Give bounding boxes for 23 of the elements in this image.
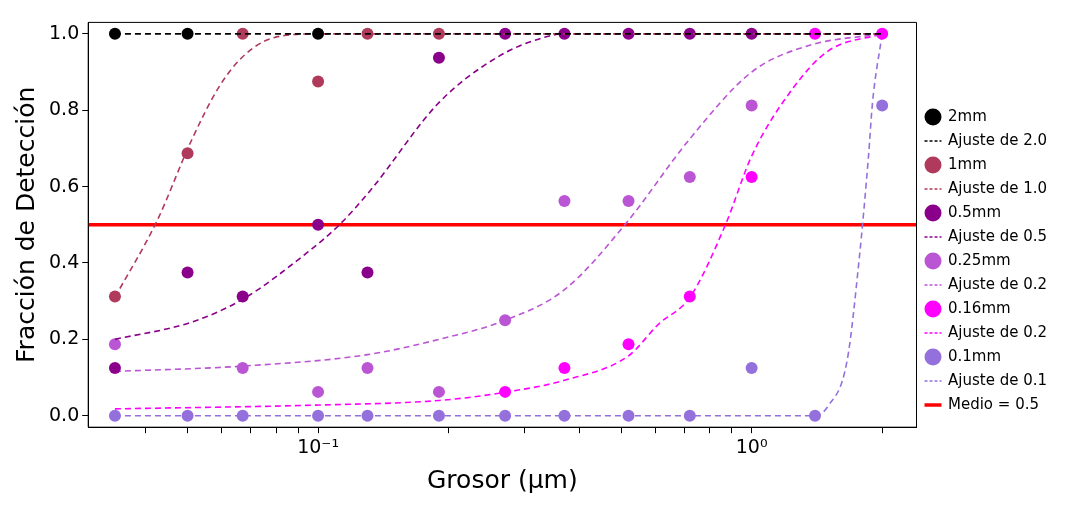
legend-label: 1mm bbox=[948, 154, 987, 173]
legend-label: Ajuste de 1.0 bbox=[948, 178, 1048, 197]
legend-label: 2mm bbox=[948, 106, 987, 125]
legend-label: 0.16mm bbox=[948, 298, 1011, 317]
legend-label: Medio = 0.5 bbox=[948, 394, 1039, 413]
y-tick-label: 1.0 bbox=[49, 20, 80, 43]
legend-label: Ajuste de 2.0 bbox=[948, 130, 1048, 149]
legend-label: 0.1mm bbox=[948, 346, 1002, 365]
legend-label: 0.25mm bbox=[948, 250, 1011, 269]
legend-label: Ajuste de 0.2 bbox=[948, 274, 1048, 293]
y-tick-label: 0.0 bbox=[49, 402, 80, 425]
legend-label: 0.5mm bbox=[948, 202, 1002, 221]
x-tick-label: 10⁻¹ bbox=[297, 434, 339, 457]
y-tick-label: 0.4 bbox=[49, 249, 80, 272]
legend-label: Ajuste de 0.5 bbox=[948, 226, 1048, 245]
y-tick-label: 0.6 bbox=[49, 173, 80, 196]
x-tick-label: 10⁰ bbox=[735, 434, 768, 457]
x-axis-title: Grosor (µm) bbox=[427, 464, 578, 494]
legend-label: Ajuste de 0.1 bbox=[948, 370, 1048, 389]
legend-label: Ajuste de 0.2 bbox=[948, 322, 1048, 341]
y-tick-label: 0.8 bbox=[49, 97, 80, 120]
y-tick-label: 0.2 bbox=[49, 326, 80, 349]
y-axis-title: Fracción de Detección bbox=[10, 86, 40, 363]
